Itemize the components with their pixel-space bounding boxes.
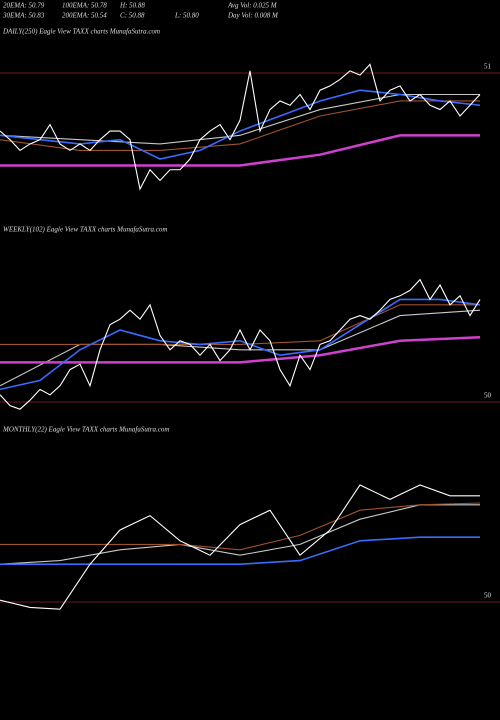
header-stat: C: 50.88: [120, 12, 145, 20]
header-stat: Day Vol: 0.008 M: [227, 12, 279, 20]
header-stat: 30EMA: 50.83: [2, 12, 45, 20]
chart-title: WEEKLY(102) Eagle View TAXX charts Munaf…: [3, 226, 167, 234]
price-line: [0, 298, 481, 391]
price-line: [0, 100, 480, 151]
header-stat: 100EMA: 50.78: [62, 2, 107, 10]
header-stat: Avg Vol: 0.025 M: [227, 2, 278, 10]
chart-title: DAILY(250) Eagle View TAXX charts Munafa…: [2, 28, 160, 36]
header-stat: H: 50.88: [119, 2, 145, 10]
header-stat: 20EMA: 50.79: [3, 2, 45, 10]
price-line: [0, 309, 481, 387]
price-line: [0, 484, 480, 610]
y-tick-label: 50: [484, 592, 492, 600]
price-line: [0, 536, 480, 566]
price-line: [0, 63, 481, 191]
header-stat: L: 50.80: [174, 12, 199, 20]
chart-title: MONTHLY(22) Eagle View TAXX charts Munaf…: [2, 426, 169, 434]
price-line: [0, 134, 480, 167]
price-line: [0, 278, 481, 410]
y-tick-label: 51: [484, 63, 492, 71]
price-line: [0, 335, 481, 364]
price-line: [0, 504, 480, 565]
price-line: [0, 502, 481, 551]
price-line: [0, 304, 480, 345]
y-tick-label: 50: [484, 392, 492, 400]
header-stat: 200EMA: 50.54: [62, 12, 107, 20]
